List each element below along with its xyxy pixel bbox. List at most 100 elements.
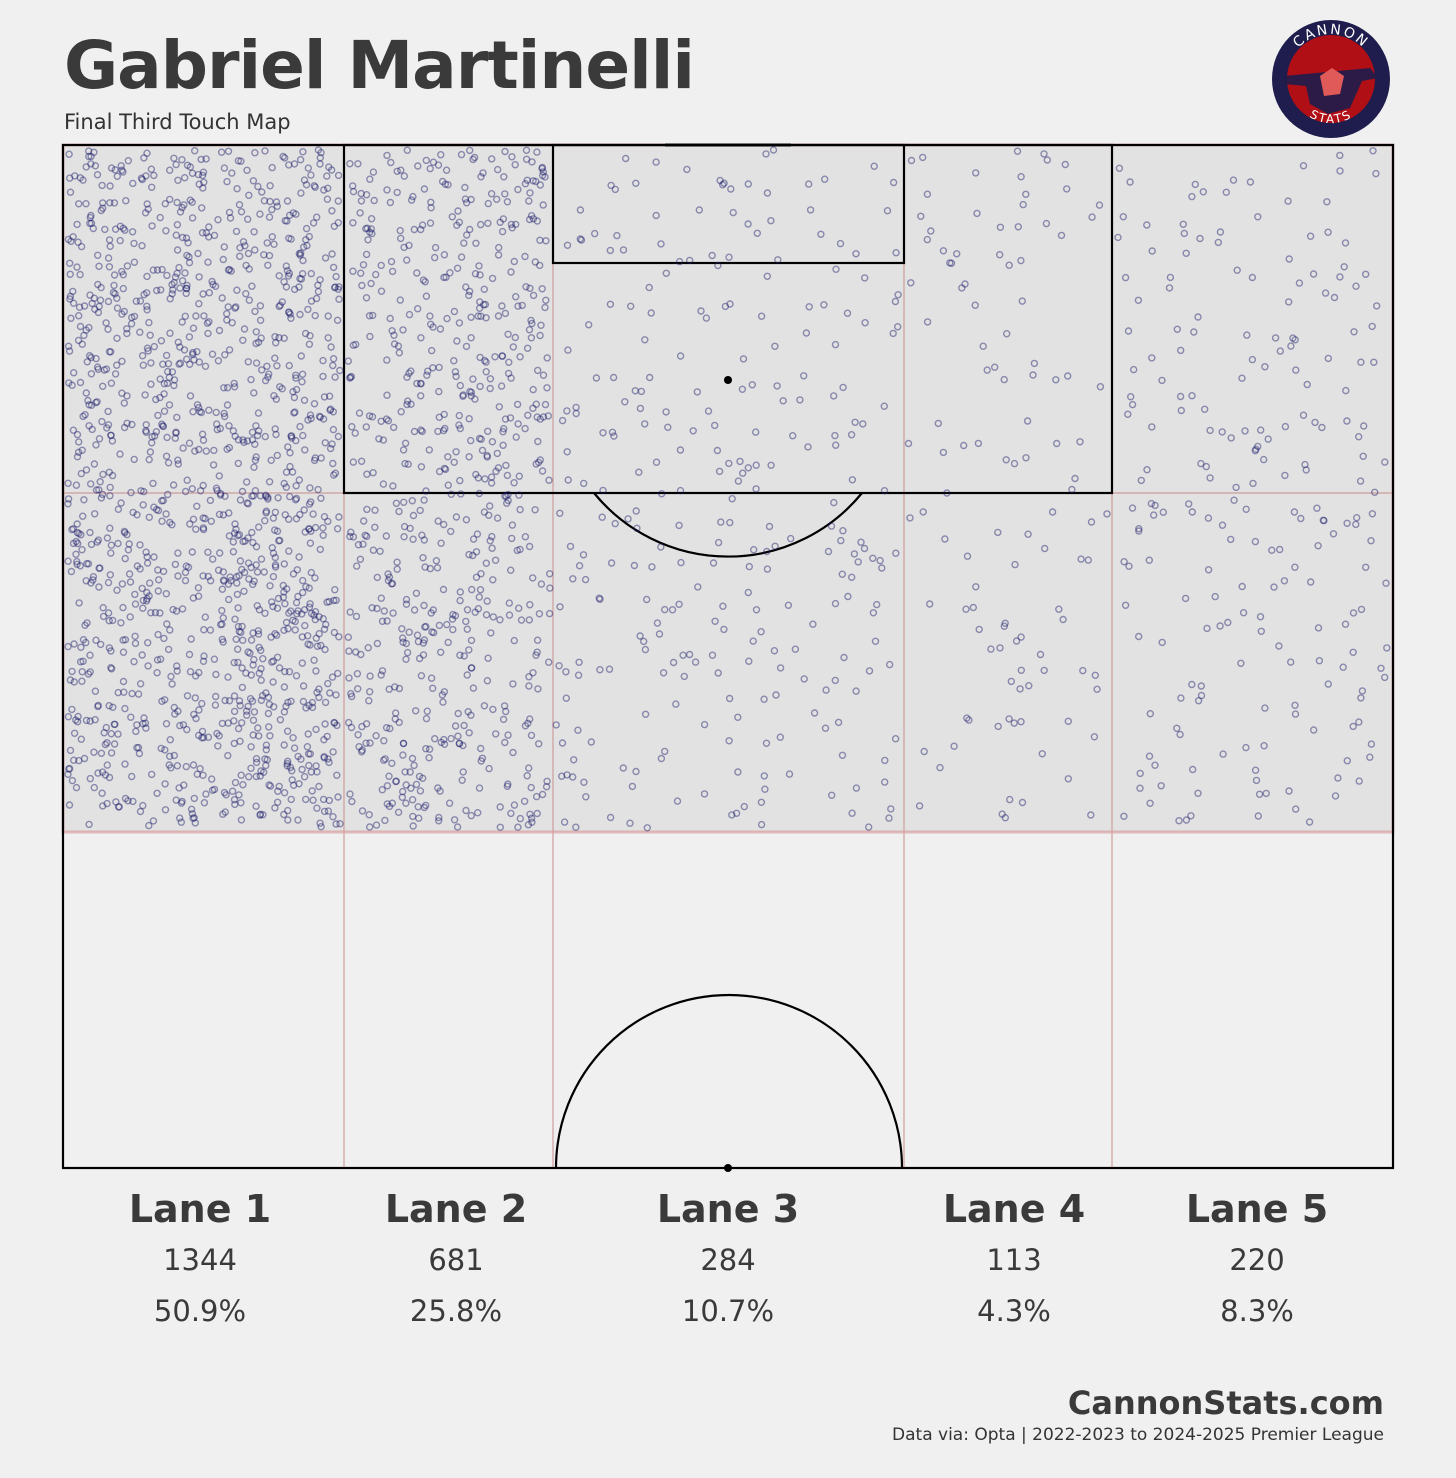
- touch-point: [326, 405, 335, 413]
- touch-point: [194, 170, 203, 179]
- touch-point: [907, 279, 915, 287]
- touch-point: [391, 683, 399, 691]
- touch-point: [197, 155, 205, 164]
- touch-point: [302, 224, 311, 233]
- touch-point: [226, 214, 235, 222]
- touch-point: [311, 183, 319, 191]
- touch-point: [760, 695, 768, 703]
- touch-point: [809, 620, 817, 628]
- touch-point: [463, 606, 472, 614]
- touch-point: [426, 164, 434, 173]
- touch-point: [127, 713, 135, 721]
- touch-point: [1052, 439, 1061, 448]
- touch-point: [711, 421, 719, 430]
- touch-point: [120, 307, 129, 316]
- touch-point: [230, 529, 239, 537]
- touch-point: [234, 658, 242, 667]
- touch-point: [727, 185, 735, 193]
- touch-point: [280, 789, 289, 797]
- touch-point: [172, 662, 181, 670]
- touch-point: [153, 266, 162, 274]
- touch-point: [1301, 460, 1309, 469]
- touch-point: [512, 220, 520, 229]
- touch-point: [299, 148, 307, 156]
- touch-point: [176, 343, 184, 351]
- touch-point: [521, 424, 529, 433]
- touch-point: [123, 329, 131, 338]
- touch-point: [264, 493, 272, 501]
- touch-point: [291, 408, 299, 416]
- touch-point: [96, 296, 105, 304]
- touch-point: [268, 233, 276, 241]
- touch-point: [334, 197, 342, 205]
- touch-point: [325, 758, 333, 767]
- touch-point: [444, 181, 452, 189]
- touch-point: [101, 225, 109, 234]
- touch-point: [1012, 637, 1021, 645]
- touch-point: [286, 310, 294, 318]
- touch-point: [220, 384, 228, 392]
- touch-point: [123, 392, 131, 400]
- touch-point: [378, 667, 387, 675]
- touch-point: [86, 717, 94, 725]
- touch-point: [229, 538, 238, 546]
- touch-point: [242, 669, 250, 677]
- touch-point: [635, 468, 643, 476]
- touch-point: [377, 594, 385, 602]
- touch-point: [1291, 563, 1299, 571]
- touch-point: [119, 271, 128, 279]
- touch-point: [440, 520, 448, 529]
- touch-point: [230, 383, 239, 391]
- touch-point: [146, 448, 155, 456]
- touch-point: [294, 752, 302, 761]
- touch-point: [637, 387, 646, 396]
- touch-point: [738, 385, 747, 393]
- touch-point: [536, 261, 544, 270]
- touch-point: [467, 811, 475, 820]
- touch-point: [336, 820, 344, 828]
- touch-point: [119, 603, 127, 612]
- touch-point: [475, 784, 484, 792]
- touch-point: [422, 801, 430, 810]
- touch-point: [331, 586, 339, 594]
- touch-point: [1023, 417, 1032, 425]
- touch-point: [525, 326, 534, 334]
- touch-point: [209, 280, 217, 289]
- touch-point: [1341, 239, 1350, 247]
- touch-point: [1343, 757, 1352, 765]
- touch-point: [745, 562, 753, 571]
- touch-point: [904, 439, 913, 448]
- touch-point: [878, 564, 886, 572]
- touch-point: [316, 819, 324, 827]
- lane-name: Lane 1: [128, 1187, 272, 1231]
- touch-point: [250, 577, 258, 585]
- touch-point: [443, 314, 451, 323]
- touch-point: [296, 155, 305, 164]
- touch-point: [280, 741, 288, 749]
- touch-point: [457, 150, 466, 159]
- touch-point: [524, 411, 532, 419]
- touch-point: [165, 761, 173, 769]
- touch-point: [1040, 544, 1049, 553]
- touch-point: [1237, 659, 1245, 667]
- touch-point: [82, 326, 90, 334]
- touch-point: [247, 563, 255, 572]
- touch-point: [576, 206, 585, 214]
- touch-point: [287, 235, 295, 243]
- touch-point: [216, 489, 225, 498]
- touch-point: [244, 358, 253, 366]
- touch-point: [328, 673, 337, 681]
- touch-point: [789, 432, 797, 440]
- touch-point: [206, 496, 215, 505]
- touch-point: [158, 420, 166, 428]
- touch-point: [249, 629, 257, 637]
- touch-point: [627, 302, 635, 310]
- touch-point: [497, 382, 506, 390]
- touch-point: [102, 365, 111, 373]
- touch-point: [268, 658, 276, 666]
- touch-point: [105, 468, 114, 476]
- touch-point: [693, 388, 701, 396]
- touch-point: [349, 458, 357, 466]
- touch-point: [563, 241, 572, 250]
- touch-point: [308, 698, 317, 707]
